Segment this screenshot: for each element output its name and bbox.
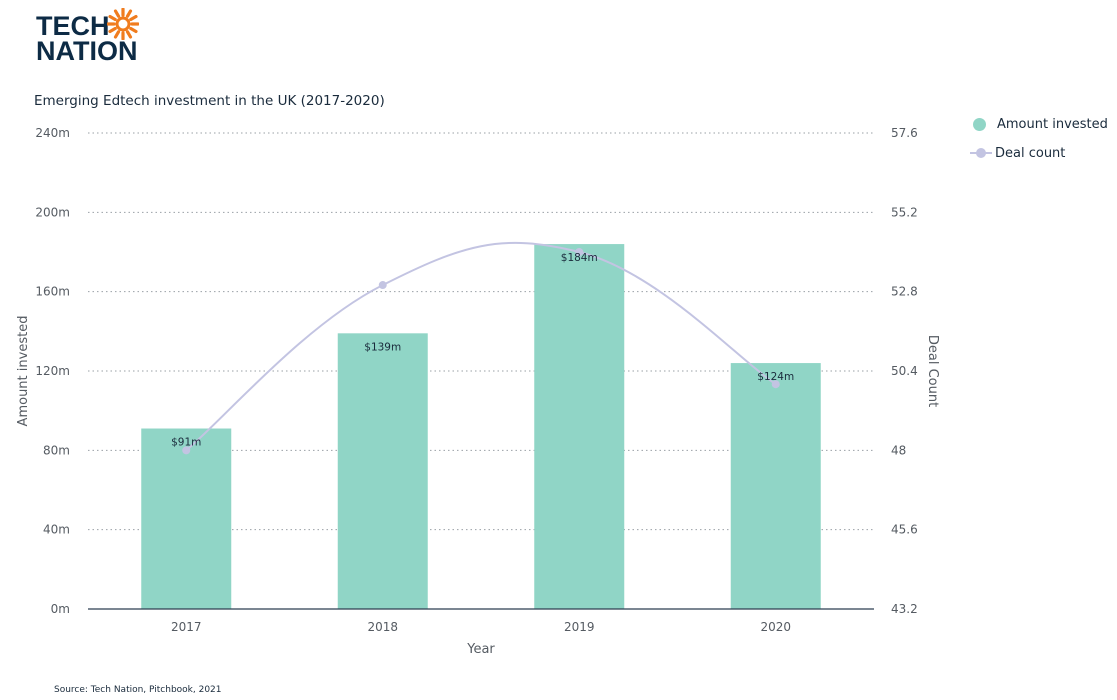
sun-ray — [129, 14, 138, 22]
y2-tick-label: 50.4 — [891, 364, 918, 378]
sun-ray — [113, 9, 121, 18]
sun-ray — [125, 30, 133, 39]
legend-label: Amount invested — [997, 116, 1108, 132]
chart-legend: Amount invested Deal count — [970, 114, 1108, 172]
y-tick-label: 240m — [35, 126, 70, 140]
y2-tick-label: 43.2 — [891, 602, 918, 616]
bar — [534, 244, 625, 610]
x-tick-label: 2017 — [171, 620, 202, 634]
sun-ray — [113, 30, 121, 39]
bar-data-label: $91m — [171, 437, 201, 449]
x-tick-label: 2020 — [760, 620, 791, 634]
bar-data-label: $139m — [364, 341, 401, 353]
sun-icon — [107, 8, 139, 40]
legend-label: Deal count — [995, 145, 1066, 161]
deal-count-point — [182, 446, 191, 455]
y2-tick-label: 57.6 — [891, 126, 918, 140]
legend-item-amount-invested[interactable]: Amount invested — [970, 114, 1108, 134]
sun-ray — [129, 26, 138, 34]
y-axis-title: Amount invested — [16, 316, 31, 427]
y-tick-label: 200m — [35, 205, 70, 219]
y-tick-label: 160m — [35, 285, 70, 299]
y-tick-label: 40m — [43, 523, 70, 537]
y2-tick-label: 52.8 — [891, 285, 918, 299]
y2-axis-title: Deal Count — [925, 335, 940, 407]
y2-tick-label: 48 — [891, 443, 906, 457]
deal-count-point — [378, 281, 387, 290]
logo-text-line1: TECH — [36, 11, 110, 41]
x-axis-title: Year — [466, 642, 495, 657]
bar-data-label: $124m — [757, 371, 794, 383]
source-note: Source: Tech Nation, Pitchbook, 2021 — [54, 685, 222, 695]
bar — [337, 333, 428, 609]
sun-ray — [108, 26, 117, 34]
deal-count-line — [185, 241, 777, 452]
y-tick-label: 80m — [43, 443, 70, 457]
y2-tick-label: 45.6 — [891, 523, 918, 537]
y-tick-label: 0m — [51, 602, 70, 616]
bar-data-label: $184m — [561, 252, 598, 264]
x-tick-label: 2019 — [564, 620, 595, 634]
y2-tick-label: 55.2 — [891, 205, 918, 219]
chart-title: Emerging Edtech investment in the UK (20… — [34, 93, 385, 109]
logo-text-line2: NATION — [36, 36, 138, 66]
sun-ray — [125, 9, 133, 18]
sun-ray — [108, 14, 117, 22]
bar — [141, 428, 232, 609]
legend-swatch-line — [970, 147, 992, 159]
x-tick-label: 2018 — [367, 620, 398, 634]
deal-count-point — [575, 248, 584, 256]
legend-swatch-bar — [973, 117, 986, 131]
legend-item-deal-count[interactable]: Deal count — [970, 143, 1108, 163]
tech-nation-logo: TECH NATION — [36, 6, 146, 66]
bar — [730, 363, 821, 609]
y-tick-label: 120m — [35, 364, 70, 378]
deal-count-point — [771, 380, 780, 389]
